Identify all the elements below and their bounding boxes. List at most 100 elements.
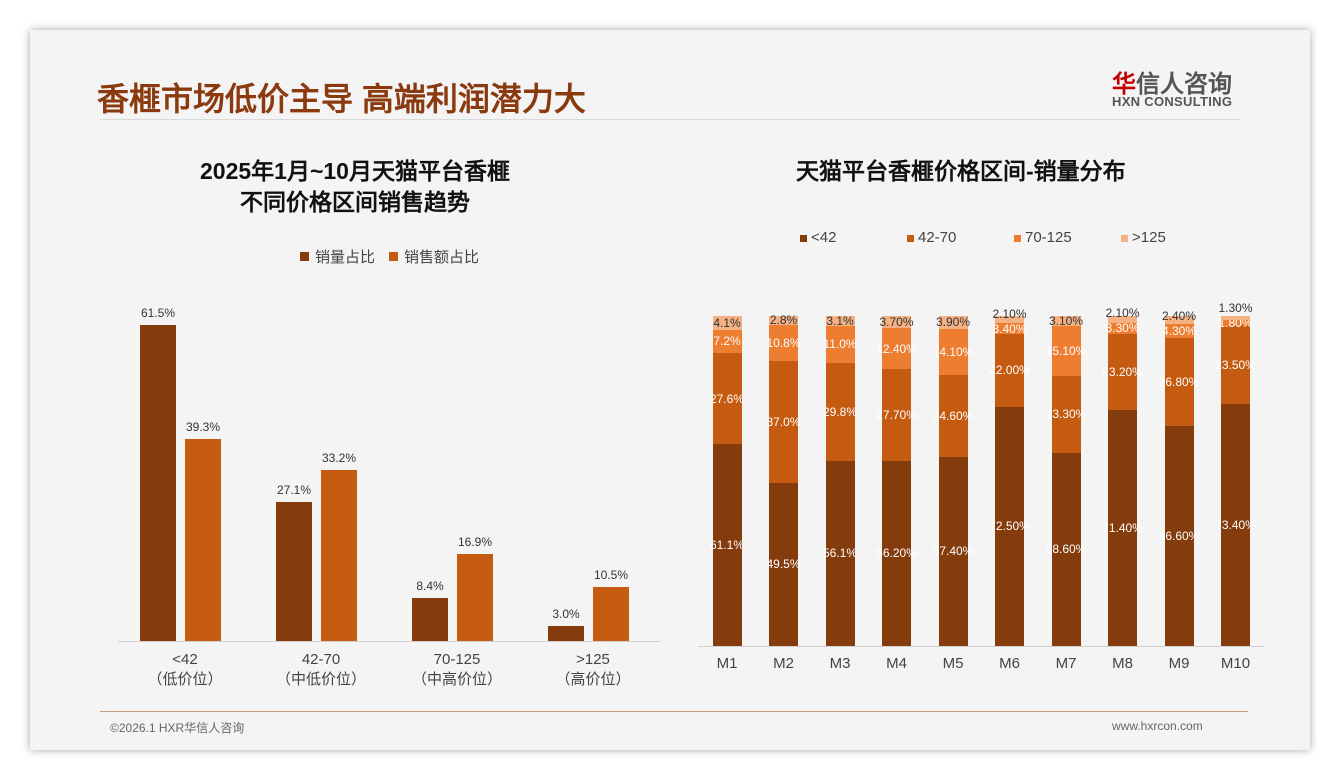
category-label: M5 [942, 655, 964, 672]
data-label: 4.30% [1161, 323, 1197, 338]
data-label: 10.5% [593, 568, 629, 583]
stacked-bar-segment [1108, 410, 1137, 646]
data-label: 16.9% [457, 535, 493, 550]
stacked-bar-segment [1051, 375, 1081, 453]
data-label: 61.1% [709, 538, 745, 553]
stacked-bar-segment [769, 360, 798, 483]
bar [593, 587, 629, 641]
stacked-bar-segment [1164, 323, 1194, 338]
logo-cn: 信人咨询 [1136, 71, 1232, 98]
stacked-bar-segment [769, 482, 798, 646]
right-axis [698, 646, 1264, 647]
website[interactable]: www.hxrcon.com [1112, 719, 1203, 733]
category-sublabel: （高价位） [555, 671, 631, 688]
data-label: 27.70% [876, 407, 917, 422]
left-axis [118, 641, 660, 642]
category-sublabel: （低价位） [147, 671, 223, 688]
legend-swatch [300, 252, 309, 261]
data-label: 1.30% [1218, 301, 1253, 316]
stacked-bar-segment [938, 316, 968, 329]
stacked-bar-segment [1051, 452, 1081, 646]
logo-red: 华 [1112, 71, 1136, 98]
stacked-bar-segment [769, 315, 798, 325]
data-label: 29.8% [822, 404, 858, 419]
bar [548, 625, 584, 641]
category-sublabel: （中低价位） [275, 671, 366, 688]
category-label: M3 [829, 655, 851, 672]
data-label: 66.60% [1158, 529, 1200, 544]
stacked-bar-segment [995, 316, 1024, 323]
stacked-bar-segment [882, 328, 911, 370]
legend-swatch [800, 235, 807, 242]
data-label: 2.10% [992, 306, 1027, 321]
data-label: 14.10% [932, 345, 974, 360]
category-label: >125 [576, 651, 610, 668]
category-sublabel: （中高价位） [411, 671, 502, 688]
data-label: 2.8% [769, 313, 798, 328]
data-label: 3.70% [879, 315, 914, 330]
stacked-bar-segment [938, 456, 968, 646]
right-chart-title: 天猫平台香榧价格区间-销量分布 [796, 158, 1126, 184]
stacked-bar-segment [712, 316, 742, 330]
bar [412, 597, 448, 641]
stacked-bar-segment [938, 375, 968, 457]
data-label: 23.50% [1215, 358, 1256, 372]
data-label: 3.10% [1048, 313, 1084, 328]
data-label: 22.00% [989, 363, 1030, 378]
left-title-line2: 不同价格区间销售趋势 [240, 189, 470, 215]
bar [457, 554, 493, 641]
footer-divider [100, 711, 1248, 712]
legend-label: 42-70 [918, 229, 957, 246]
stacked-bar-segment [882, 369, 911, 461]
data-label: 39.3% [185, 420, 221, 435]
legend-swatch [1121, 235, 1128, 242]
data-label: 2.40% [1161, 308, 1197, 323]
data-label: 33.2% [321, 451, 357, 466]
data-label: 27.6% [709, 391, 745, 406]
bar [140, 325, 176, 641]
data-label: 56.1% [822, 546, 858, 561]
bar [185, 439, 221, 641]
stacked-bar-segment [712, 444, 742, 646]
stacked-bar-segment [712, 353, 742, 445]
stacked-bar-segment [769, 324, 798, 361]
data-label: 3.90% [935, 315, 971, 330]
category-label: M8 [1112, 655, 1133, 672]
data-label: 11.0% [823, 337, 857, 352]
data-label: 2.10% [1105, 306, 1140, 321]
data-label: 8.4% [416, 578, 444, 593]
page-title: 香榧市场低价主导 高端利润潜力大 [97, 81, 586, 117]
legend-label: <42 [811, 229, 837, 246]
stacked-bar-segment [1108, 316, 1137, 323]
legend-label: >125 [1132, 229, 1166, 246]
stacked-bar-segment [825, 362, 855, 461]
stacked-bar-segment [938, 328, 968, 376]
data-label: 4.1% [713, 315, 741, 330]
stacked-bar-segment [995, 406, 1024, 646]
data-label: 12.40% [876, 341, 917, 356]
stacked-bar-segment [712, 329, 742, 354]
logo-en: HXN CONSULTING [1112, 94, 1233, 109]
category-label: M9 [1168, 655, 1190, 672]
header-divider [100, 119, 1240, 120]
logo: 华信人咨询 [1112, 64, 1232, 99]
data-label: 3.0% [552, 606, 580, 621]
bar [321, 470, 357, 641]
data-label: 15.10% [1045, 343, 1087, 358]
stacked-bar-segment [1221, 320, 1250, 327]
copyright: ©2026.1 HXR华信人咨询 [110, 721, 245, 735]
data-label: 71.40% [1102, 521, 1143, 536]
legend-swatch [389, 252, 399, 261]
data-label: 73.40% [1215, 517, 1256, 532]
data-label: 56.20% [876, 546, 917, 561]
category-label: <42 [172, 651, 198, 668]
stacked-bar-segment [825, 316, 855, 327]
data-label: 72.50% [989, 519, 1030, 534]
stacked-bar-segment [882, 460, 911, 646]
category-label: 42-70 [301, 651, 341, 668]
stacked-bar-segment [1221, 316, 1250, 321]
data-label: 49.5% [766, 557, 801, 572]
data-label: 26.80% [1158, 375, 1200, 389]
category-label: M10 [1220, 655, 1251, 672]
stacked-bar-segment [1164, 315, 1194, 324]
